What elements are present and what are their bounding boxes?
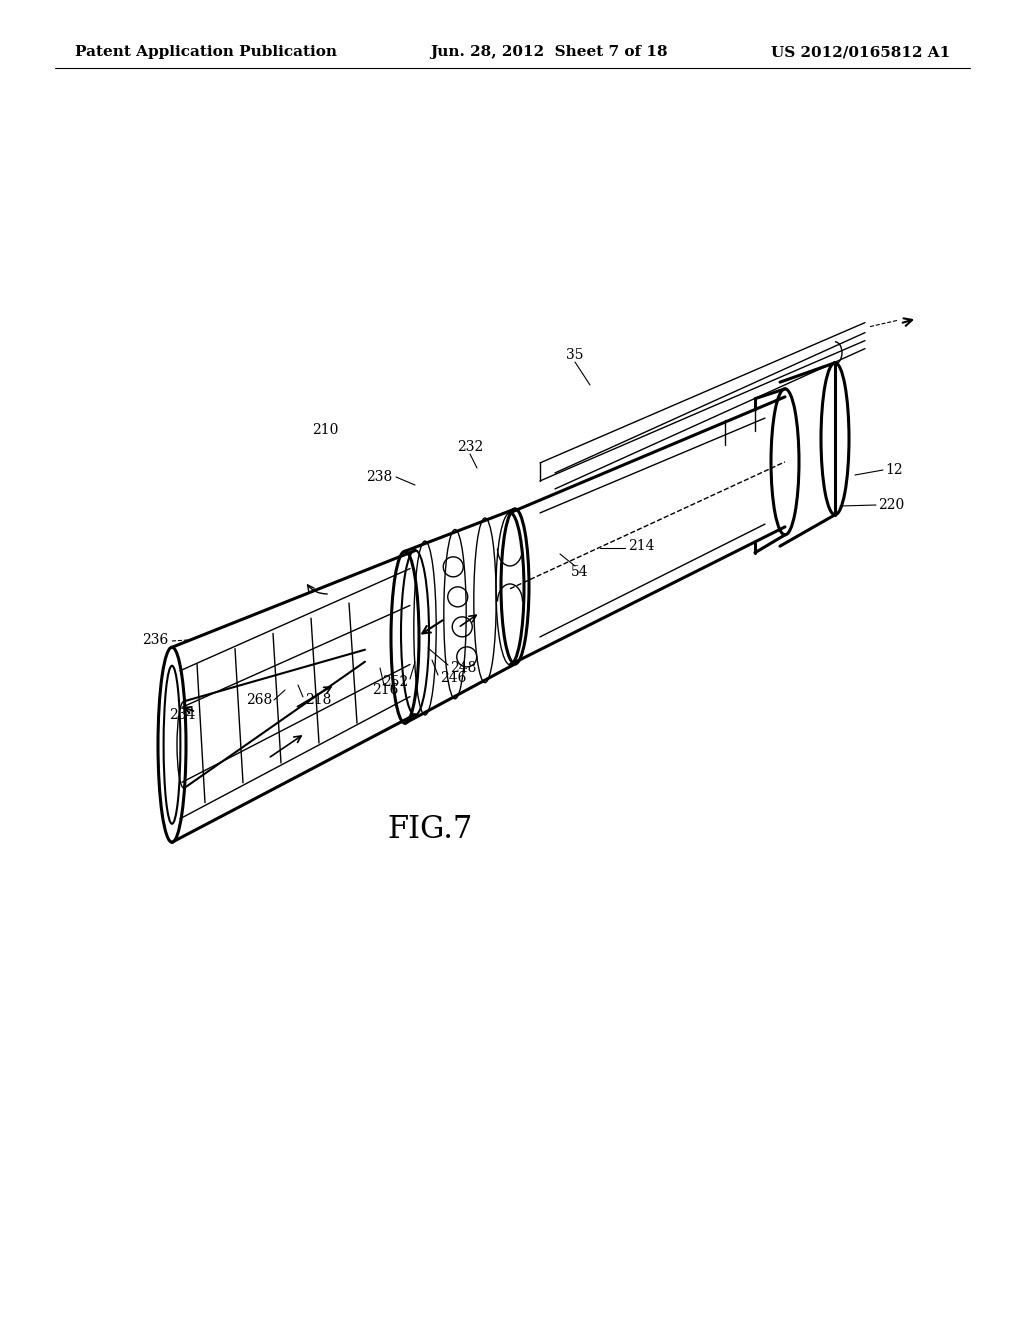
- Text: 54: 54: [571, 565, 589, 579]
- Text: 220: 220: [878, 498, 904, 512]
- Text: 210: 210: [312, 422, 338, 437]
- Text: 218: 218: [305, 693, 332, 708]
- Text: Patent Application Publication: Patent Application Publication: [75, 45, 337, 59]
- Text: 236: 236: [141, 634, 168, 647]
- Text: US 2012/0165812 A1: US 2012/0165812 A1: [771, 45, 950, 59]
- Text: 232: 232: [457, 440, 483, 454]
- Text: 234: 234: [169, 708, 195, 722]
- Text: 214: 214: [628, 539, 654, 553]
- Text: 252: 252: [382, 675, 408, 689]
- FancyArrowPatch shape: [307, 585, 328, 594]
- Text: 35: 35: [566, 348, 584, 362]
- Text: 238: 238: [366, 470, 392, 484]
- Text: FIG.7: FIG.7: [387, 814, 473, 846]
- Text: 248: 248: [450, 661, 476, 675]
- Text: 246: 246: [440, 671, 466, 685]
- Text: 268: 268: [246, 693, 272, 708]
- Text: 12: 12: [885, 463, 902, 477]
- Text: Jun. 28, 2012  Sheet 7 of 18: Jun. 28, 2012 Sheet 7 of 18: [430, 45, 668, 59]
- Text: 216: 216: [372, 682, 398, 697]
